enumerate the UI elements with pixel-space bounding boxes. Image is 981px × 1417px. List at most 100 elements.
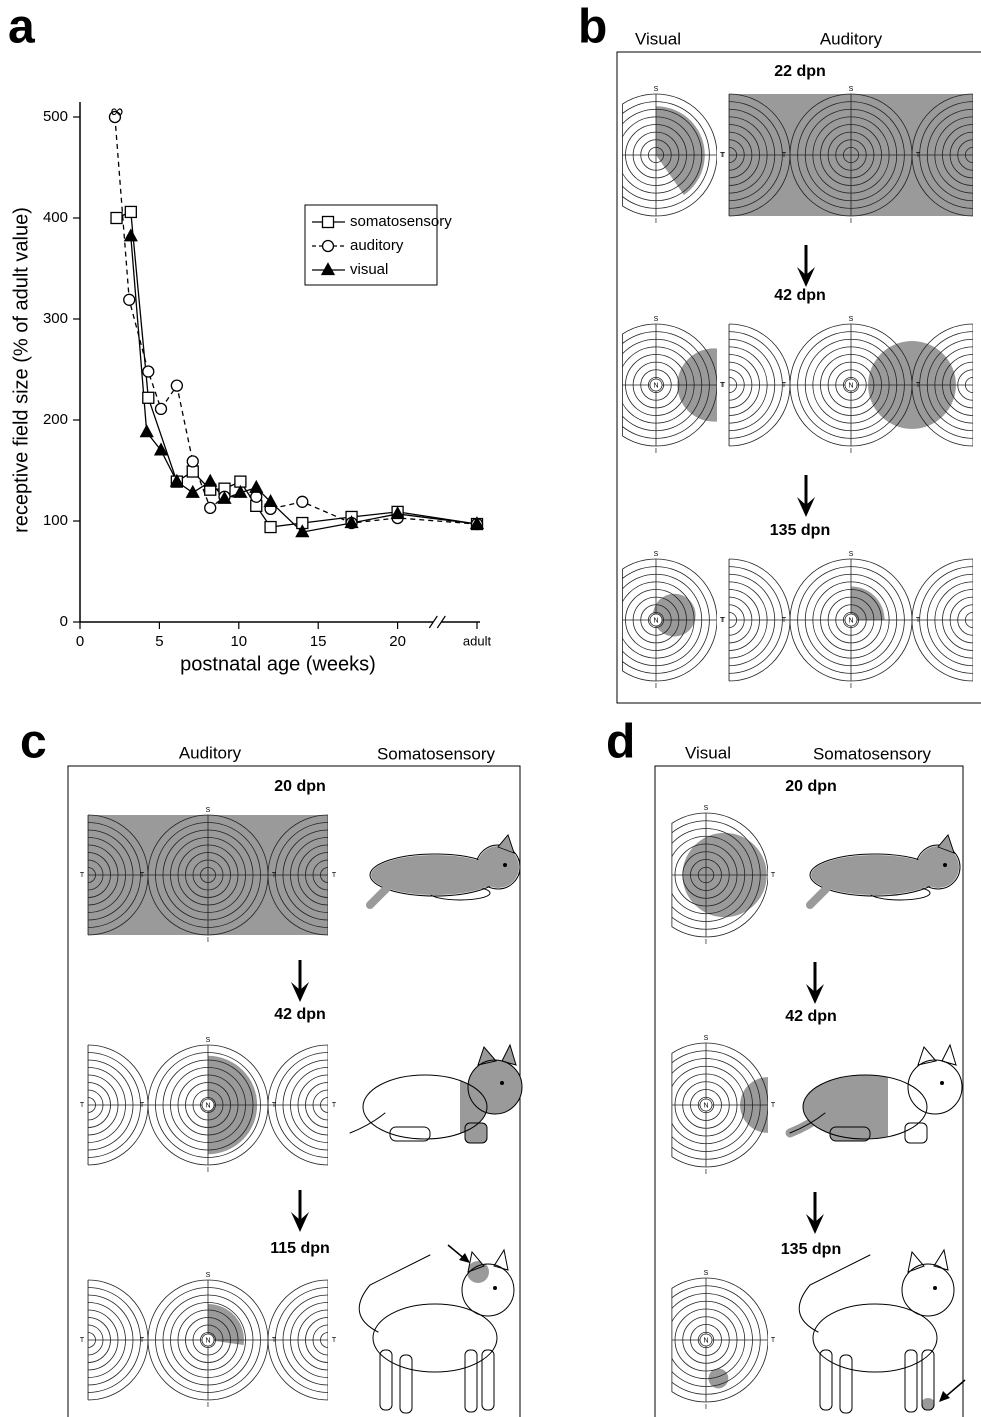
- cat-drawing: [794, 1248, 966, 1414]
- series-line: [116, 210, 478, 528]
- center-mark: [844, 613, 858, 627]
- map-label: I: [705, 1169, 707, 1176]
- y-tick-label: 500: [43, 108, 68, 125]
- y-tick-label: 200: [43, 411, 68, 428]
- cat-part: [461, 1263, 515, 1317]
- panel-frame: [654, 765, 964, 1417]
- center-mark: [649, 378, 663, 392]
- cat-part: [349, 1112, 386, 1134]
- cat-part: [497, 834, 515, 854]
- map-label: N: [703, 1337, 708, 1344]
- map-label: T: [771, 1337, 776, 1344]
- cat-part: [399, 1354, 413, 1414]
- map-label: T: [720, 617, 725, 624]
- cat-part: [802, 1074, 928, 1140]
- cat-part: [502, 1045, 516, 1065]
- field-shading: [656, 106, 705, 195]
- receptive-field-map: S I T T T T N: [80, 1272, 337, 1409]
- center-mark: [201, 1098, 215, 1112]
- stage-label: 42 dpn: [785, 1008, 837, 1025]
- map-label: T: [782, 617, 787, 624]
- map-label: S: [654, 316, 659, 323]
- x-tick-label: 15: [310, 633, 327, 650]
- cat-part: [806, 871, 844, 909]
- marker: [186, 455, 199, 468]
- series-line: [114, 116, 478, 525]
- cat-part: [380, 1350, 392, 1410]
- map-label: I: [850, 448, 852, 455]
- map-label: T: [916, 382, 921, 389]
- legend-label: somatosensory: [350, 213, 452, 230]
- center-mark: [649, 613, 663, 627]
- cat-part: [941, 1043, 957, 1066]
- cat-part: [937, 834, 955, 854]
- cat-part: [464, 1349, 478, 1413]
- map-label: T: [140, 1102, 145, 1109]
- map-label: I: [850, 683, 852, 690]
- cat-part: [363, 1075, 487, 1139]
- marker: [233, 484, 248, 498]
- cat-part: [942, 1045, 956, 1065]
- cat-part: [789, 1112, 826, 1134]
- column-header: Auditory: [179, 743, 242, 762]
- marker: [124, 205, 137, 219]
- field-shading: [208, 1304, 244, 1346]
- map-label: N: [205, 1102, 210, 1109]
- map-label: T: [771, 872, 776, 879]
- x-tick-label: 10: [230, 633, 247, 650]
- map-label: I: [207, 1167, 209, 1174]
- stage-label: 135 dpn: [770, 522, 830, 539]
- y-axis-title: receptive field size (% of adult value): [10, 207, 32, 533]
- marker: [123, 293, 136, 306]
- marker: [263, 493, 278, 507]
- map-label: T: [782, 382, 787, 389]
- arrow-head: [291, 982, 309, 1002]
- map-label: T: [916, 152, 921, 159]
- y-tick-label: 100: [43, 512, 68, 529]
- map-label: T: [272, 1337, 277, 1344]
- map-label: N: [703, 1102, 708, 1109]
- receptive-field-map: S I T: [671, 805, 776, 946]
- marker: [169, 473, 184, 487]
- map-label: S: [704, 805, 709, 812]
- column-header: Somatosensory: [813, 744, 932, 763]
- receptive-field-map: S I T T T: [721, 86, 973, 225]
- legend-marker: [321, 239, 335, 253]
- receptive-field-map: S I T N: [671, 1270, 776, 1411]
- cat-part: [901, 1263, 955, 1317]
- map-label: I: [207, 1402, 209, 1409]
- map-label: I: [655, 683, 657, 690]
- cat-part: [464, 1122, 488, 1144]
- cat-eye: [500, 1081, 504, 1085]
- map-label: T: [332, 1337, 337, 1344]
- marker: [264, 520, 277, 534]
- series-line: [130, 236, 478, 533]
- receptive-field-map: S I T: [622, 86, 725, 225]
- marker: [295, 524, 310, 538]
- x-tick-label: 5: [155, 633, 163, 650]
- cat-part: [917, 846, 959, 888]
- map-label: S: [206, 1037, 211, 1044]
- cat-shading: [366, 834, 519, 909]
- map-label: S: [704, 1270, 709, 1277]
- map-label: T: [721, 152, 726, 159]
- x-tick-label: 20: [389, 633, 406, 650]
- map-label: T: [272, 872, 277, 879]
- field-shading: [851, 586, 885, 620]
- cat-part: [467, 1250, 485, 1273]
- marker: [469, 516, 485, 530]
- arrow-head: [291, 1212, 309, 1232]
- arrow-head: [797, 497, 815, 517]
- axis-break: [436, 615, 446, 629]
- cat-part: [829, 1126, 871, 1142]
- cat-part: [812, 1303, 938, 1373]
- y-tick-label: 0: [60, 613, 68, 630]
- marker: [110, 211, 123, 225]
- map-label: T: [140, 872, 145, 879]
- cat-eye: [493, 1286, 497, 1290]
- axis-break: [428, 615, 438, 629]
- map-label: I: [655, 218, 657, 225]
- annotation: ∞: [111, 101, 124, 121]
- marker: [250, 490, 263, 503]
